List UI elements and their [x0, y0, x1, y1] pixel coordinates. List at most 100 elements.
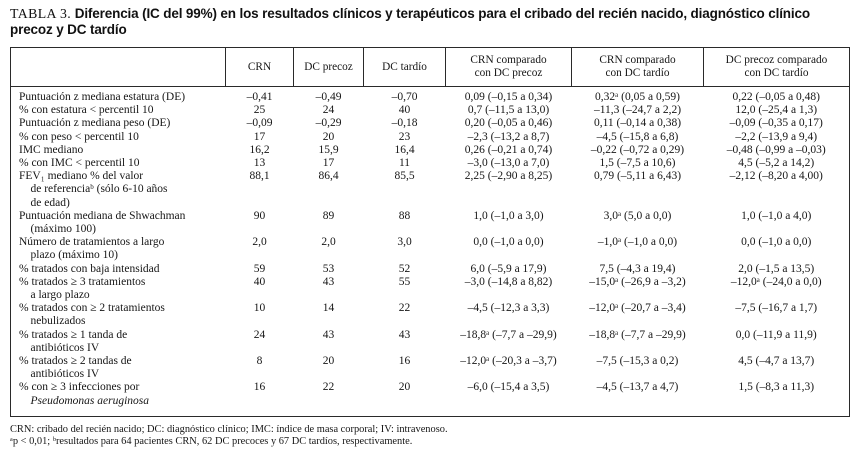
value-cell: –4,5 (–15,8 a 6,8) [596, 130, 679, 143]
value-cell: 13 [253, 157, 266, 170]
value-cell: 20 [322, 355, 335, 368]
table-row: % tratados ≥ 3 tratamientos a largo plaz… [11, 276, 850, 302]
value-cell: –12,0ᵃ (–24,0 a 0,0) [730, 275, 822, 288]
row-label-text: % tratados ≥ 2 tandas de antibióticos IV [19, 355, 132, 381]
value-cell: 1,5 (–7,5 a 10,6) [599, 157, 676, 170]
value-cell: 0,0 (–1,0 a 0,0) [473, 236, 544, 249]
table-row: % tratados con baja intensidad 59 53 52 6,0 … [11, 263, 850, 276]
table-row: % tratados ≥ 1 tanda de antibióticos IV 2… [11, 329, 850, 355]
row-label-italic-text: Pseudomonas aeruginosa [30, 394, 150, 407]
row-label-text: % con IMC < percentil 10 [19, 157, 140, 170]
value-cell: 43 [322, 328, 335, 341]
value-cell: 40 [398, 104, 411, 117]
value-cell: 16,4 [394, 143, 415, 156]
results-table: CRN DC precoz DC tardío CRN comparado co… [10, 47, 850, 417]
value-cell: 0,26 (–0,21 a 0,74) [464, 143, 553, 156]
value-cell: 43 [322, 275, 335, 288]
value-cell: –0,22 (–0,72 a 0,29) [590, 143, 685, 156]
value-cell: –0,70 [391, 91, 418, 103]
row-label: % tratados con ≥ 2 tratamientos nebuliza… [11, 302, 226, 328]
value-cell: 2,0 [252, 236, 267, 249]
value-cell: 2,25 (–2,90 a 8,25) [464, 170, 553, 183]
row-label-text: % tratados con ≥ 2 tratamientos nebuliza… [19, 302, 165, 328]
value-cell: –0,48 (–0,99 a –0,03) [726, 143, 826, 156]
row-label: % tratados ≥ 2 tandas de antibióticos IV [11, 355, 226, 381]
value-cell: –18,8ᵃ (–7,7 a –29,9) [589, 328, 686, 341]
header-cell-dc-precoz-vs-dc-tardio: DC precoz comparado con DC tardío [703, 47, 850, 87]
value-cell: 40 [253, 275, 266, 288]
value-cell: 22 [398, 302, 411, 315]
value-cell: 0,7 (–11,5 a 13,0) [467, 104, 550, 117]
row-label: % con peso < percentil 10 [11, 131, 226, 144]
table-row: Puntuación z mediana estatura (DE) –0,41 –… [11, 87, 850, 105]
value-cell: 1,0 (–1,0 a 3,0) [473, 209, 544, 222]
table-row: Puntuación z mediana peso (DE) –0,09 –0,29… [11, 117, 850, 130]
header-cell-dc-tardio: DC tardío [363, 47, 446, 87]
table-title: TABLA 3. Diferencia (IC del 99%) en los … [10, 6, 851, 38]
table-row: % con IMC < percentil 10 13 17 11 –3,0 (–13,… [11, 157, 850, 170]
row-label-text: % tratados ≥ 3 tratamientos a largo plaz… [19, 275, 146, 302]
footnote-significance: ᵃp < 0,01; ᵇresultados para 64 pacientes… [10, 436, 413, 448]
table-row: % tratados ≥ 2 tandas de antibióticos IV… [11, 355, 850, 381]
value-cell: 88,1 [249, 170, 270, 183]
value-cell: 0,09 (–0,15 a 0,34) [464, 91, 553, 103]
value-cell: –0,41 [246, 91, 273, 103]
value-cell: 89 [322, 209, 335, 222]
table-row: % tratados con ≥ 2 tratamientos nebuliza… [11, 302, 850, 328]
value-cell: 0,79 (–5,11 a 6,43) [593, 170, 682, 183]
value-cell: 0,0 (–11,9 a 11,9) [735, 328, 817, 341]
value-cell: –3,0 (–14,8 a 8,82) [464, 275, 553, 288]
value-cell: 25 [253, 104, 266, 117]
header-cell-dc-precoz: DC precoz [293, 47, 364, 87]
table-row: IMC mediano 16,2 15,9 16,4 0,26 (–0,21 a 0,7… [11, 144, 850, 157]
value-cell: –2,12 (–8,20 a 4,00) [729, 170, 823, 183]
value-cell: 24 [253, 328, 266, 341]
value-cell: 16 [398, 355, 411, 368]
value-cell: 88 [398, 209, 411, 222]
value-cell: –2,3 (–13,2 a 8,7) [467, 130, 550, 143]
value-cell: 85,5 [394, 170, 415, 183]
value-cell: –7,5 (–15,3 a 0,2) [596, 355, 679, 368]
value-cell: 6,0 (–5,9 a 17,9) [470, 262, 547, 275]
value-cell: –1,0ᵃ (–1,0 a 0,0) [597, 236, 678, 249]
row-label-text: % con ≥ 3 infecciones por [19, 381, 140, 394]
table-row: % con estatura < percentil 10 25 24 40 0,7 (… [11, 104, 850, 117]
header-cell-empty [11, 48, 226, 87]
table-number-label: TABLA 3. [10, 6, 72, 21]
value-cell: 0,0 (–1,0 a 0,0) [741, 236, 812, 249]
value-cell: –4,5 (–12,3 a 3,3) [467, 302, 550, 315]
value-cell: 59 [253, 262, 266, 275]
value-cell: 52 [398, 262, 411, 275]
value-cell: –2,2 (–13,9 a 9,4) [735, 130, 818, 143]
value-cell: 16,2 [249, 143, 270, 156]
row-label: IMC mediano [11, 144, 226, 157]
value-cell: –6,0 (–15,4 a 3,5) [467, 381, 550, 394]
value-cell: 24 [322, 104, 335, 117]
header-cell-crn-vs-dc-tardio: CRN comparado con DC tardío [571, 47, 704, 87]
value-cell: 23 [398, 130, 411, 143]
row-label: FEV₁ mediano % del valor de referenciaᵇ … [11, 170, 226, 210]
value-cell: –0,09 [246, 117, 273, 130]
row-label: % tratados ≥ 3 tratamientos a largo plaz… [11, 276, 226, 302]
header-cell-crn: CRN [225, 47, 294, 87]
value-cell: 8 [256, 355, 263, 368]
table-body: Puntuación z mediana estatura (DE) –0,41 –… [11, 87, 850, 417]
row-label-text: IMC mediano [19, 143, 84, 156]
value-cell: 2,0 (–1,5 a 13,5) [738, 262, 815, 275]
table-title-text: Diferencia (IC del 99%) en los resultado… [10, 6, 810, 37]
value-cell: 3,0 [397, 236, 412, 249]
value-cell: 86,4 [318, 170, 339, 183]
row-label-text: Número de tratamientos a largo plazo (má… [19, 236, 165, 262]
row-label-text: % tratados ≥ 1 tanda de antibióticos IV [19, 328, 128, 354]
row-label-text: % tratados con baja intensidad [19, 262, 160, 275]
value-cell: 0,22 (–0,05 a 0,48) [732, 91, 820, 103]
table-row: Número de tratamientos a largo plazo (má… [11, 236, 850, 262]
value-cell: 0,20 (–0,05 a 0,46) [464, 117, 553, 130]
value-cell: –4,5 (–13,7 a 4,7) [596, 381, 679, 394]
value-cell: 17 [253, 130, 266, 143]
value-cell: –0,09 (–0,35 a 0,17) [729, 117, 823, 130]
row-label-text: % con estatura < percentil 10 [19, 104, 154, 117]
value-cell: 1,0 (–1,0 a 4,0) [741, 209, 812, 222]
value-cell: 11 [398, 157, 411, 170]
table-row: Puntuación mediana de Shwachman (máximo … [11, 210, 850, 236]
